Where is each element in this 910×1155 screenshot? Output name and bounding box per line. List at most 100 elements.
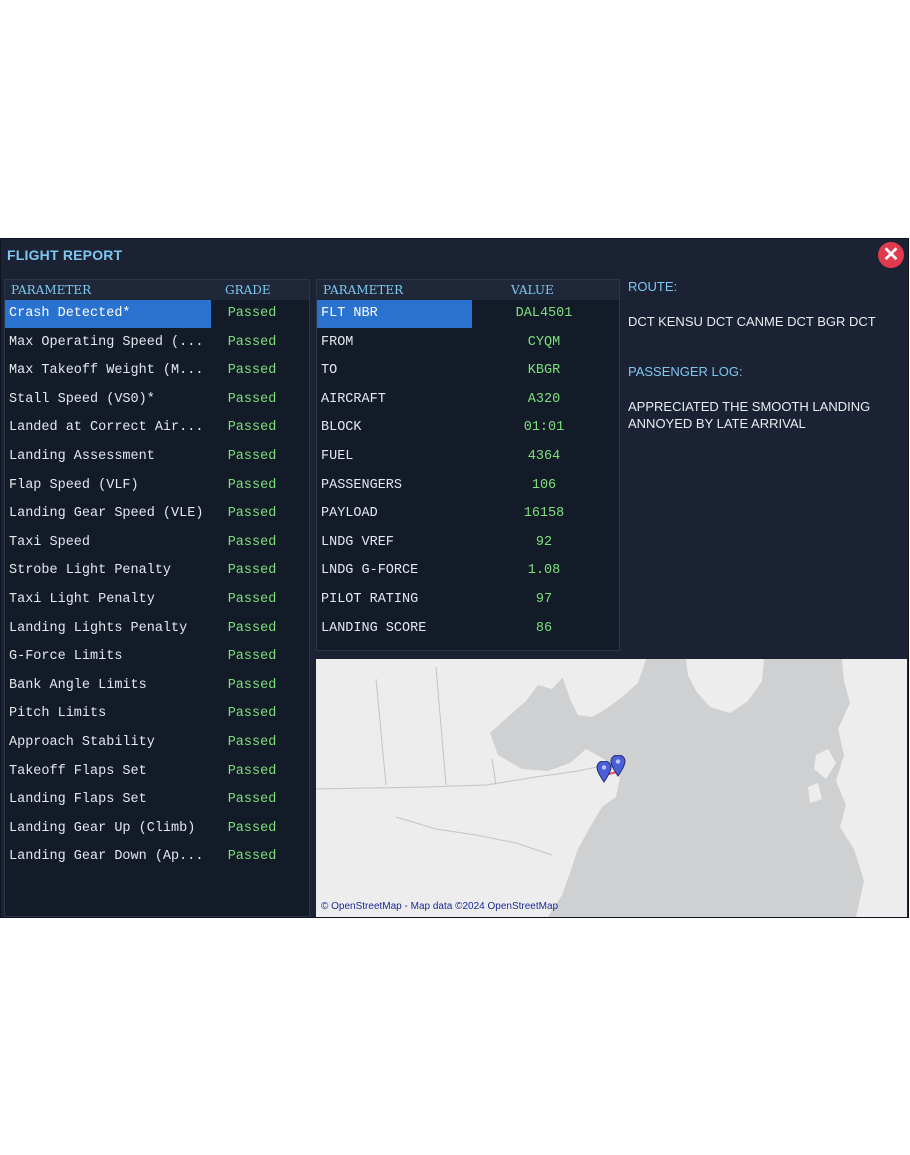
passenger-log-line: APPRECIATED THE SMOOTH LANDING [628, 399, 871, 414]
grade-row[interactable]: Landing Lights Penalty Passed [5, 615, 309, 643]
map-pin-icon[interactable] [610, 755, 642, 789]
grade-row[interactable]: Max Takeoff Weight (M... Passed [5, 357, 309, 385]
selection-highlight [5, 300, 211, 328]
route-text: DCT KENSU DCT CANME DCT BGR DCT [628, 314, 876, 329]
grade-parameter: Crash Detected* [9, 306, 131, 321]
grade-row[interactable]: Landing Assessment Passed [5, 443, 309, 471]
grade-grade: Passed [227, 391, 277, 407]
flight-info-value: CYQM [527, 334, 561, 350]
flight-info-value: 92 [535, 534, 553, 550]
grade-row[interactable]: Landing Gear Up (Climb) Passed [5, 815, 309, 843]
grade-row[interactable]: Flap Speed (VLF) Passed [5, 472, 309, 500]
flight-info-parameter: PILOT RATING [321, 592, 419, 607]
grade-grade: Passed [227, 477, 277, 493]
grade-parameter: Approach Stability [9, 735, 155, 750]
grade-grade: Passed [227, 420, 277, 436]
map-pin-icon[interactable] [596, 761, 628, 795]
flight-info-parameter: BLOCK [321, 420, 362, 436]
grade-parameter: Taxi Light Penalty [9, 592, 155, 607]
grades-parameter-header[interactable]: PARAMETER [11, 283, 92, 297]
grade-grade: Passed [227, 334, 277, 350]
grade-grade: Passed [227, 706, 277, 722]
flight-info-table[interactable]: PARAMETER VALUE FLT NBR DAL4501 FROM CYQM TO… [316, 279, 620, 651]
grade-row[interactable]: Landed at Correct Air... Passed [5, 414, 309, 442]
grade-parameter: Bank Angle Limits [9, 677, 147, 693]
flight-info-parameter: PASSENGERS [321, 477, 403, 493]
flight-parameter-header[interactable]: PARAMETER [323, 283, 404, 297]
grade-parameter: Stall Speed (VS0)* [9, 391, 155, 407]
flight-info-row[interactable]: BLOCK 01:01 [317, 414, 619, 442]
flight-info-row[interactable]: PILOT RATING 97 [317, 586, 619, 614]
grade-parameter: Max Takeoff Weight (M... [9, 363, 204, 379]
grade-grade: Passed [227, 735, 277, 750]
grade-row[interactable]: Taxi Light Penalty Passed [5, 586, 309, 614]
grade-row[interactable]: Landing Gear Down (Ap... Passed [5, 843, 309, 871]
flight-info-row[interactable]: AIRCRAFT A320 [317, 386, 619, 414]
grade-grade: Passed [227, 506, 277, 522]
window-title: FLIGHT REPORT [7, 247, 123, 263]
flight-info-value: 97 [535, 592, 553, 607]
flight-info-value: 4364 [527, 449, 561, 464]
grade-grade: Passed [227, 677, 277, 693]
grade-grade: Passed [227, 849, 277, 865]
grade-row[interactable]: Pitch Limits Passed [5, 700, 309, 728]
flight-info-row[interactable]: FLT NBR DAL4501 [317, 300, 619, 328]
flight-info-row[interactable]: FUEL 4364 [317, 443, 619, 471]
passenger-log-text: APPRECIATED THE SMOOTH LANDING ANNOYED B… [628, 398, 870, 432]
grade-row[interactable]: Takeoff Flaps Set Passed [5, 758, 309, 786]
grade-row[interactable]: Landing Gear Speed (VLE) Passed [5, 500, 309, 528]
grade-row[interactable]: G-Force Limits Passed [5, 643, 309, 671]
grade-parameter: G-Force Limits [9, 649, 123, 665]
grade-parameter: Landing Flaps Set [9, 792, 147, 808]
grade-row[interactable]: Bank Angle Limits Passed [5, 672, 309, 700]
grade-grade: Passed [227, 534, 277, 550]
flight-info-parameter: FLT NBR [321, 306, 378, 321]
grade-row[interactable]: Approach Stability Passed [5, 729, 309, 757]
grades-grade-header[interactable]: GRADE [225, 283, 271, 297]
grade-row[interactable]: Crash Detected* Passed [5, 300, 309, 328]
grade-parameter: Strobe Light Penalty [9, 563, 172, 579]
flight-info-row[interactable]: LNDG G-FORCE 1.08 [317, 557, 619, 585]
grade-parameter: Taxi Speed [9, 534, 91, 550]
grade-grade: Passed [227, 306, 277, 321]
map-land-icon [316, 659, 907, 917]
flight-info-row[interactable]: LNDG VREF 92 [317, 529, 619, 557]
grade-parameter: Takeoff Flaps Set [9, 763, 147, 779]
flight-info-parameter: LNDG VREF [321, 534, 394, 550]
flight-info-row[interactable]: FROM CYQM [317, 329, 619, 357]
grade-row[interactable]: Taxi Speed Passed [5, 529, 309, 557]
flight-info-value: KBGR [527, 363, 561, 379]
flight-value-header[interactable]: VALUE [511, 283, 554, 297]
flight-info-parameter: FROM [321, 334, 354, 350]
grade-parameter: Pitch Limits [9, 706, 107, 722]
grade-row[interactable]: Stall Speed (VS0)* Passed [5, 386, 309, 414]
passenger-log-label: PASSENGER LOG: [628, 364, 743, 379]
grade-parameter: Landing Gear Speed (VLE) [9, 506, 204, 522]
grade-row[interactable]: Max Operating Speed (... Passed [5, 329, 309, 357]
grades-table[interactable]: PARAMETER GRADE Crash Detected* Passed Max… [4, 279, 310, 917]
flight-info-value: DAL4501 [515, 306, 573, 321]
grade-parameter: Landing Gear Down (Ap... [9, 849, 204, 865]
close-button[interactable]: ✕ [878, 242, 904, 268]
flight-info-row[interactable]: TO KBGR [317, 357, 619, 385]
flight-info-parameter: LNDG G-FORCE [321, 563, 419, 579]
grade-row[interactable]: Landing Flaps Set Passed [5, 786, 309, 814]
route-map[interactable]: © OpenStreetMap - Map data ©2024 OpenStr… [316, 659, 907, 917]
grade-grade: Passed [227, 649, 277, 665]
grade-parameter: Landing Gear Up (Climb) [9, 820, 196, 836]
flight-info-parameter: TO [321, 363, 338, 379]
grade-grade: Passed [227, 763, 277, 779]
flight-info-row[interactable]: PASSENGERS 106 [317, 472, 619, 500]
flight-info-parameter: PAYLOAD [321, 506, 378, 522]
flight-info-row[interactable]: PAYLOAD 16158 [317, 500, 619, 528]
flight-info-parameter: AIRCRAFT [321, 391, 386, 407]
passenger-log-line: ANNOYED BY LATE ARRIVAL [628, 416, 806, 431]
grade-parameter: Max Operating Speed (... [9, 334, 204, 350]
grade-parameter: Landed at Correct Air... [9, 420, 204, 436]
map-attribution[interactable]: © OpenStreetMap - Map data ©2024 OpenStr… [321, 901, 559, 912]
selection-highlight [317, 300, 472, 328]
close-icon: ✕ [882, 244, 900, 266]
flight-info-row[interactable]: LANDING SCORE 86 [317, 615, 619, 643]
grade-parameter: Flap Speed (VLF) [9, 477, 139, 493]
grade-row[interactable]: Strobe Light Penalty Passed [5, 557, 309, 585]
